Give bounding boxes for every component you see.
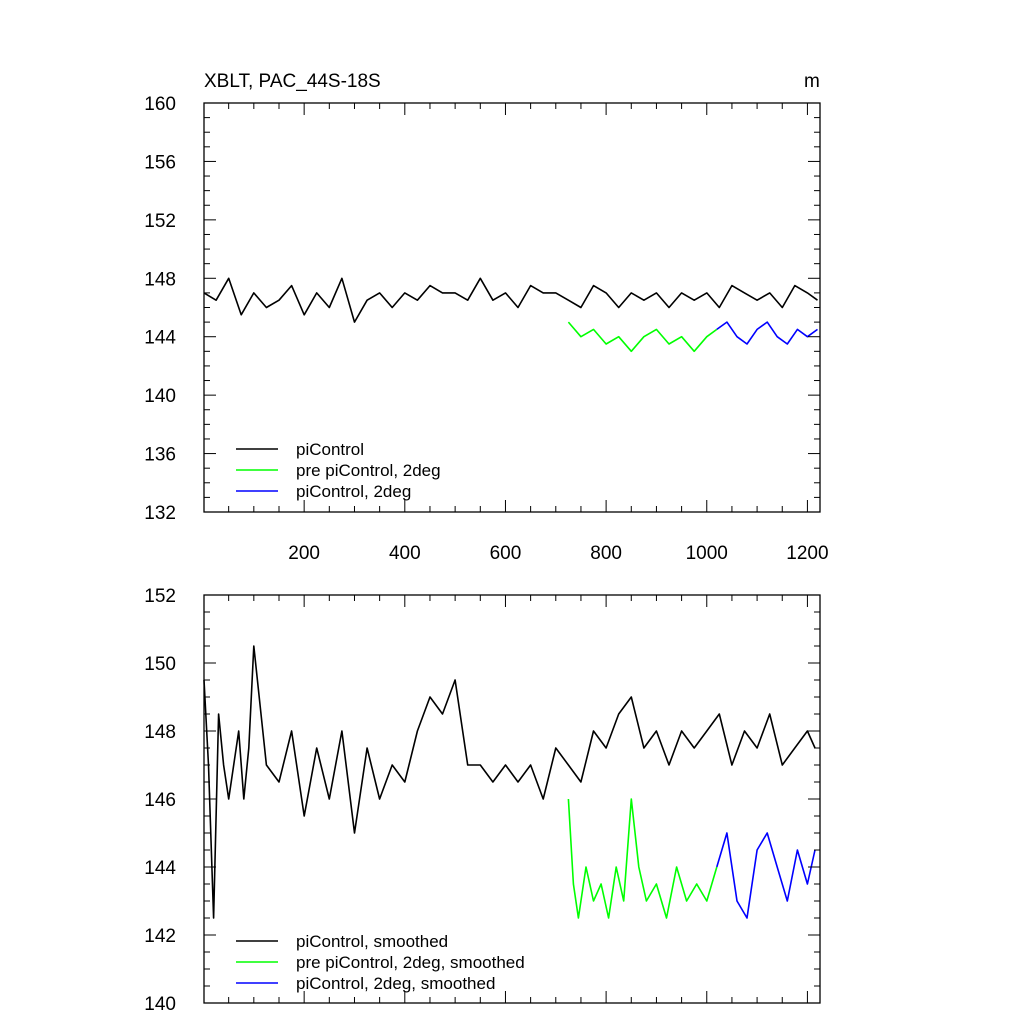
y-tick-label: 144	[144, 858, 176, 879]
legend-label-pre-picontrol-2deg: pre piControl, 2deg	[296, 461, 441, 480]
y-tick-label: 140	[144, 386, 176, 407]
legend: piControl, smoothed pre piControl, 2deg,…	[236, 932, 525, 993]
x-axis: 200 400 600 800 1000 1200	[228, 103, 829, 564]
legend: piControl pre piControl, 2deg piControl,…	[236, 440, 441, 501]
series-line-pre-picontrol-2deg-smoothed	[567, 798, 718, 919]
series-group	[203, 277, 818, 353]
legend-label-picontrol: piControl	[296, 440, 364, 459]
legend-label-picontrol-smoothed: piControl, smoothed	[296, 932, 448, 951]
y-axis: 140 142 144 146 148 150 152	[144, 586, 820, 1015]
legend-label-picontrol-2deg: piControl, 2deg	[296, 482, 411, 501]
y-tick-label: 132	[144, 503, 176, 524]
series-line-picontrol-smoothed	[203, 645, 816, 919]
y-tick-label: 152	[144, 211, 176, 232]
x-tick-label: 1200	[786, 543, 828, 564]
y-tick-label: 144	[144, 328, 176, 349]
y-tick-label: 136	[144, 445, 176, 466]
series-group	[203, 645, 816, 919]
legend-label-picontrol-2deg-smoothed: piControl, 2deg, smoothed	[296, 974, 495, 993]
series-line-picontrol	[203, 277, 818, 323]
y-tick-label: 156	[144, 152, 176, 173]
y-tick-label: 152	[144, 586, 176, 607]
x-tick-label: 600	[490, 543, 522, 564]
top-panel: XBLT, PAC_44S-18S m 132 136 140 144 148 152 15…	[144, 71, 828, 564]
chart-title: XBLT, PAC_44S-18S	[204, 71, 381, 92]
y-tick-label: 148	[144, 722, 176, 743]
y-tick-label: 140	[144, 994, 176, 1015]
x-tick-label: 800	[590, 543, 622, 564]
series-line-picontrol-2deg-smoothed	[716, 832, 816, 919]
y-tick-label: 142	[144, 926, 176, 947]
legend-label-pre-picontrol-2deg-smoothed: pre piControl, 2deg, smoothed	[296, 953, 525, 972]
x-tick-label: 1000	[686, 543, 728, 564]
y-tick-label: 160	[144, 94, 176, 115]
series-line-pre-picontrol-2deg	[567, 321, 718, 353]
series-line-picontrol-2deg	[716, 321, 818, 345]
y-axis: 132 136 140 144 148 152 156 160	[144, 94, 820, 524]
y-tick-label: 148	[144, 269, 176, 290]
bottom-panel: 140 142 144 146 148 150 152 piControl, smoothe…	[144, 586, 821, 1015]
y-tick-label: 146	[144, 790, 176, 811]
y-tick-label: 150	[144, 654, 176, 675]
x-tick-label: 400	[389, 543, 421, 564]
x-tick-label: 200	[288, 543, 320, 564]
units-label: m	[804, 71, 820, 92]
x-axis	[228, 595, 808, 1003]
